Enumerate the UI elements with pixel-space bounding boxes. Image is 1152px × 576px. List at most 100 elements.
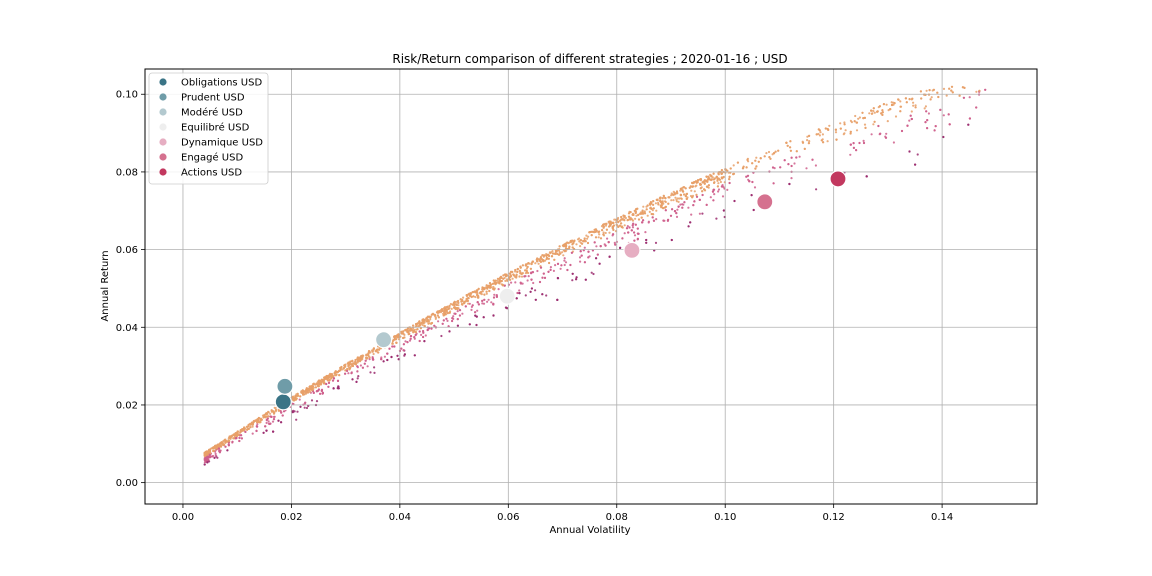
cloud-point xyxy=(699,183,703,186)
cloud-point xyxy=(975,90,978,93)
cloud-point xyxy=(382,360,385,363)
cloud-point xyxy=(631,226,635,229)
cloud-point xyxy=(351,359,354,362)
cloud-point xyxy=(300,390,303,393)
cloud-point xyxy=(919,90,923,93)
cloud-point xyxy=(790,156,793,159)
cloud-point xyxy=(318,382,321,385)
cloud-point xyxy=(634,217,637,220)
cloud-point xyxy=(586,241,590,245)
cloud-point xyxy=(870,133,873,136)
cloud-point xyxy=(568,245,571,248)
cloud-point xyxy=(564,261,568,264)
cloud-point xyxy=(586,237,589,240)
cloud-point xyxy=(597,236,600,239)
cloud-point xyxy=(390,355,393,359)
cloud-point xyxy=(429,318,432,321)
cloud-point xyxy=(536,269,539,273)
cloud-point xyxy=(861,111,864,114)
cloud-point xyxy=(755,165,758,168)
cloud-point xyxy=(280,421,283,424)
cloud-point xyxy=(476,293,479,297)
cloud-point xyxy=(650,201,653,204)
cloud-point xyxy=(492,296,496,299)
cloud-point xyxy=(224,441,227,444)
cloud-point xyxy=(218,444,221,447)
cloud-point xyxy=(235,436,238,440)
cloud-point xyxy=(671,208,674,211)
cloud-point xyxy=(214,446,217,450)
cloud-point xyxy=(372,358,375,361)
cloud-point xyxy=(324,377,327,380)
cloud-point xyxy=(502,277,505,280)
cloud-point xyxy=(595,245,598,248)
cloud-point xyxy=(872,123,875,126)
cloud-point xyxy=(439,311,443,314)
cloud-point xyxy=(911,97,914,100)
cloud-point xyxy=(652,203,655,206)
cloud-point xyxy=(634,223,637,226)
cloud-point xyxy=(349,360,352,363)
cloud-point xyxy=(667,218,670,221)
cloud-point xyxy=(889,108,892,111)
cloud-point xyxy=(240,434,243,437)
cloud-point xyxy=(599,245,602,248)
cloud-point xyxy=(292,402,295,406)
cloud-point xyxy=(418,323,421,327)
cloud-point xyxy=(872,109,875,113)
cloud-point xyxy=(227,443,230,446)
legend-label: Actions USD xyxy=(181,168,242,179)
cloud-point xyxy=(687,206,690,209)
cloud-point xyxy=(525,269,528,273)
cloud-point xyxy=(934,125,937,128)
strategy-markers xyxy=(274,170,847,411)
cloud-point xyxy=(218,443,221,446)
cloud-point xyxy=(302,393,305,396)
cloud-point xyxy=(710,178,713,182)
cloud-point xyxy=(430,321,434,325)
cloud-point xyxy=(612,228,615,231)
cloud-point xyxy=(403,353,406,356)
cloud-point xyxy=(863,116,867,119)
cloud-point xyxy=(967,123,970,126)
cloud-point xyxy=(863,123,867,126)
cloud-point xyxy=(906,124,909,127)
cloud-point xyxy=(494,279,497,282)
cloud-point xyxy=(445,306,448,309)
cloud-point xyxy=(418,320,421,323)
cloud-point xyxy=(645,238,648,242)
cloud-point xyxy=(364,359,367,362)
cloud-point xyxy=(413,337,416,340)
cloud-point xyxy=(427,320,430,323)
cloud-point xyxy=(408,339,412,342)
cloud-point xyxy=(618,224,622,227)
cloud-point xyxy=(305,389,308,392)
cloud-point xyxy=(468,292,471,295)
x-axis-label: Annual Volatility xyxy=(549,525,630,536)
cloud-point xyxy=(827,128,830,131)
cloud-point xyxy=(327,381,331,384)
cloud-point xyxy=(516,291,519,295)
cloud-point xyxy=(526,279,529,282)
cloud-point xyxy=(470,308,473,311)
cloud-point xyxy=(595,257,598,260)
cloud-point xyxy=(908,98,911,101)
cloud-point xyxy=(391,339,394,342)
cloud-point xyxy=(713,178,716,181)
cloud-point xyxy=(584,278,587,281)
cloud-point xyxy=(544,259,547,262)
cloud-point xyxy=(614,243,617,246)
cloud-point xyxy=(497,288,500,291)
cloud-point xyxy=(593,241,596,244)
cloud-point xyxy=(457,299,460,303)
cloud-point xyxy=(499,275,503,278)
cloud-point xyxy=(397,335,400,338)
cloud-point xyxy=(914,104,917,107)
cloud-point xyxy=(310,387,313,390)
cloud-point xyxy=(208,448,211,451)
cloud-point xyxy=(377,351,380,354)
cloud-point xyxy=(633,239,636,242)
y-tick-label: 0.10 xyxy=(116,90,138,101)
cloud-point xyxy=(822,141,825,144)
cloud-point xyxy=(562,254,565,257)
